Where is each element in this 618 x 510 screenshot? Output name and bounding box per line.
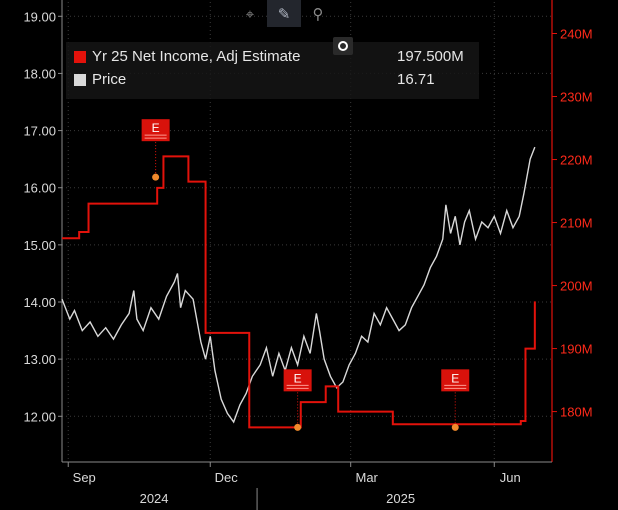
y-left-tick-label: 15.00 xyxy=(23,238,56,253)
estimate-marker-point xyxy=(451,423,459,431)
y-left-tick-label: 12.00 xyxy=(23,409,56,424)
series-layer xyxy=(61,146,536,429)
series-line-price xyxy=(61,146,536,424)
y-right-tick-labels: 180M 190M 200M 210M 220M 230M 240M xyxy=(552,27,593,420)
y-right-tick-label: 180M xyxy=(560,405,593,420)
legend-value: 16.71 xyxy=(397,71,435,88)
y-left-tick-label: 19.00 xyxy=(23,9,56,24)
y-right-tick-label: 190M xyxy=(560,342,593,357)
pencil-icon: ✎ xyxy=(277,4,291,23)
y-right-tick-label: 210M xyxy=(560,216,593,231)
estimate-marker-label: E xyxy=(294,371,302,385)
x-tick-label: Dec xyxy=(215,470,239,485)
y-right-tick-label: 230M xyxy=(560,90,593,105)
chart-legend: Yr 25 Net Income, Adj Estimate 197.500M … xyxy=(66,42,479,99)
estimate-marker-point xyxy=(294,423,302,431)
magnifier-icon: ⚲ xyxy=(312,4,324,23)
crosshair-icon: ⌖ xyxy=(245,4,255,23)
zoom-tool-button[interactable]: ⚲ xyxy=(301,0,335,27)
axis-lines xyxy=(61,0,553,510)
estimate-marker-label: E xyxy=(152,121,160,135)
x-tick-label: Sep xyxy=(73,470,96,485)
crosshair-tool-button[interactable]: ⌖ xyxy=(233,0,267,27)
y-right-tick-label: 220M xyxy=(560,153,593,168)
x-tick-label: Jun xyxy=(500,470,521,485)
y-left-tick-labels: 12.00 13.00 14.00 15.00 16.00 17.00 18.00 19.00 xyxy=(23,9,62,424)
legend-settings-icon[interactable] xyxy=(333,37,353,55)
legend-label: Price xyxy=(92,71,127,88)
y-right-tick-label: 200M xyxy=(560,279,593,294)
y-left-tick-label: 16.00 xyxy=(23,181,56,196)
x-tick-label: Mar xyxy=(355,470,378,485)
estimate-marker-label: E xyxy=(451,371,459,385)
y-left-tick-label: 17.00 xyxy=(23,124,56,139)
estimate-marker-point xyxy=(152,173,160,181)
legend-value: 197.500M xyxy=(397,48,464,65)
legend-label: Yr 25 Net Income, Adj Estimate xyxy=(92,48,301,65)
series-line-net-income-estimate xyxy=(62,155,536,429)
year-label: 2024 xyxy=(140,491,169,506)
y-left-tick-label: 13.00 xyxy=(23,352,56,367)
y-left-tick-label: 14.00 xyxy=(23,295,56,310)
y-left-tick-label: 18.00 xyxy=(23,66,56,81)
legend-swatch-net-income xyxy=(74,51,86,63)
estimate-markers: E E E xyxy=(141,119,470,431)
legend-swatch-price xyxy=(74,74,86,86)
year-label: 2025 xyxy=(386,491,415,506)
y-right-tick-label: 240M xyxy=(560,27,593,42)
chart-toolbar: ⌖ ✎ ⚲ xyxy=(233,0,335,27)
draw-tool-button[interactable]: ✎ xyxy=(267,0,301,27)
x-tick-labels: Sep Dec Mar Jun 2024 2025 xyxy=(67,462,521,506)
